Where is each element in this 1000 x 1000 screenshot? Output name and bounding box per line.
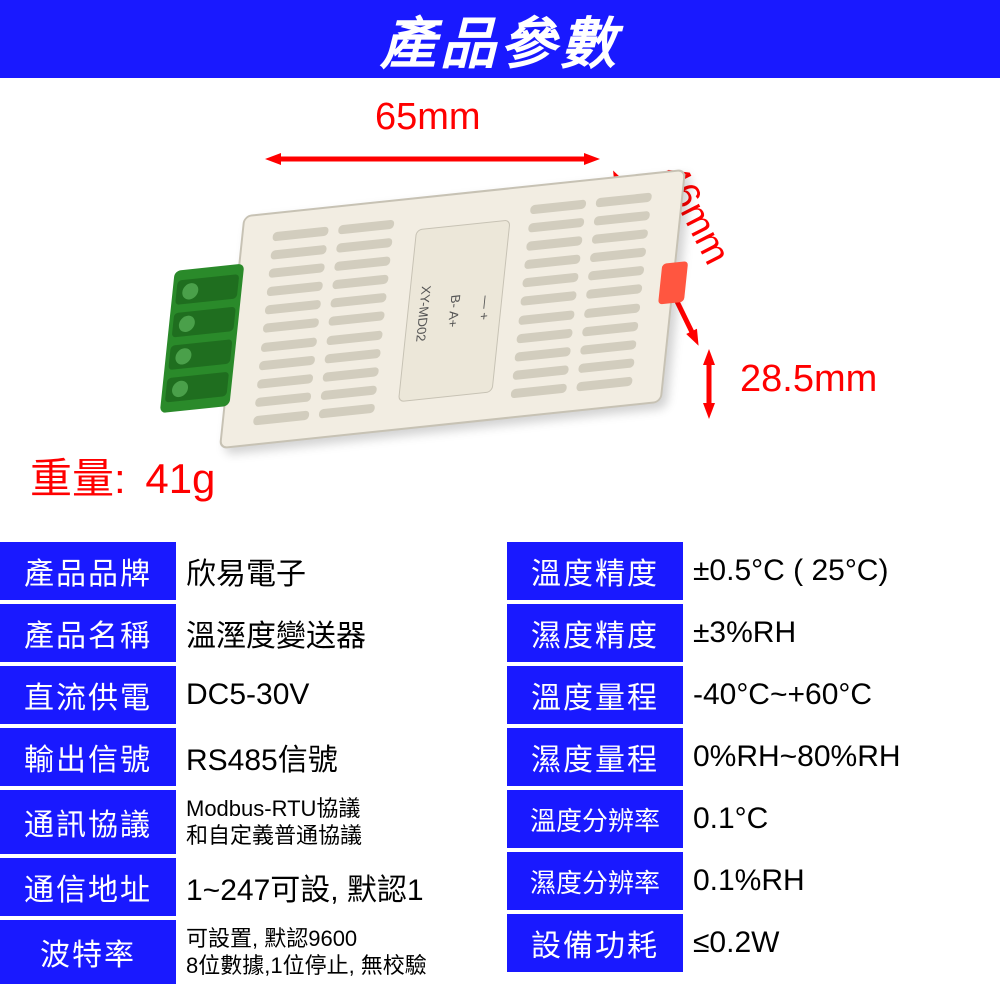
- weight-label: 重量:: [30, 455, 126, 502]
- spec-value: 0.1°C: [683, 790, 994, 848]
- spec-label: 通訊協議: [0, 790, 176, 854]
- spec-value: 可設置, 默認96008位數據,1位停止, 無校驗: [176, 920, 487, 984]
- spec-column-left: 產品品牌欣易電子產品名稱溫溼度變送器直流供電DC5-30V輸出信號RS485信號…: [0, 542, 487, 988]
- spec-value: RS485信號: [176, 728, 487, 786]
- title-bar: 產品參數: [0, 0, 1000, 78]
- spec-label: 通信地址: [0, 858, 176, 916]
- spec-row: 溫度分辨率0.1°C: [507, 790, 994, 848]
- spec-label: 濕度量程: [507, 728, 683, 786]
- spec-label: 溫度分辨率: [507, 790, 683, 848]
- spec-row: 通信地址1~247可設, 默認1: [0, 858, 487, 916]
- spec-row: 通訊協議Modbus-RTU協議和自定義普通協議: [0, 790, 487, 854]
- dimension-width: 65mm: [375, 96, 481, 139]
- spec-row: 設備功耗≤0.2W: [507, 914, 994, 972]
- spec-value: ±3%RH: [683, 604, 994, 662]
- diagram-area: 65mm 46mm 28.5mm XY-MD02 B- A+ — + 重量: 4…: [0, 78, 1000, 508]
- weight-info: 重量: 41g: [30, 445, 215, 506]
- product-model: XY-MD02: [413, 285, 434, 343]
- product-pins-pm: — +: [476, 294, 494, 320]
- product-pins-ab: B- A+: [445, 294, 463, 328]
- spec-value: DC5-30V: [176, 666, 487, 724]
- terminal-block: [160, 264, 245, 414]
- spec-value: ±0.5°C ( 25°C): [683, 542, 994, 600]
- spec-column-right: 溫度精度±0.5°C ( 25°C)濕度精度±3%RH溫度量程-40°C~+60…: [507, 542, 994, 988]
- spec-row: 濕度分辨率0.1%RH: [507, 852, 994, 910]
- weight-value: 41g: [145, 455, 215, 502]
- spec-row: 濕度量程0%RH~80%RH: [507, 728, 994, 786]
- arrow-height: [704, 349, 716, 419]
- spec-row: 直流供電DC5-30V: [0, 666, 487, 724]
- spec-value: ≤0.2W: [683, 914, 994, 972]
- spec-label: 直流供電: [0, 666, 176, 724]
- spec-label: 溫度精度: [507, 542, 683, 600]
- spec-row: 濕度精度±3%RH: [507, 604, 994, 662]
- page-title: 產品參數: [380, 0, 620, 80]
- spec-value: Modbus-RTU協議和自定義普通協議: [176, 790, 487, 854]
- spec-label: 濕度精度: [507, 604, 683, 662]
- spec-value: -40°C~+60°C: [683, 666, 994, 724]
- product-illustration: XY-MD02 B- A+ — +: [219, 169, 686, 449]
- spec-label: 濕度分辨率: [507, 852, 683, 910]
- spec-label: 設備功耗: [507, 914, 683, 972]
- spec-row: 輸出信號RS485信號: [0, 728, 487, 786]
- spec-tables: 產品品牌欣易電子產品名稱溫溼度變送器直流供電DC5-30V輸出信號RS485信號…: [0, 542, 1000, 988]
- spec-label: 產品品牌: [0, 542, 176, 600]
- spec-value: 1~247可設, 默認1: [176, 858, 487, 916]
- spec-label: 輸出信號: [0, 728, 176, 786]
- spec-value: 欣易電子: [176, 542, 487, 600]
- spec-row: 產品名稱溫溼度變送器: [0, 604, 487, 662]
- spec-label: 溫度量程: [507, 666, 683, 724]
- spec-value: 溫溼度變送器: [176, 604, 487, 662]
- product-center-label: XY-MD02 B- A+ — +: [398, 219, 511, 402]
- spec-value: 0%RH~80%RH: [683, 728, 994, 786]
- spec-row: 溫度精度±0.5°C ( 25°C): [507, 542, 994, 600]
- spec-label: 波特率: [0, 920, 176, 984]
- spec-row: 波特率可設置, 默認96008位數據,1位停止, 無校驗: [0, 920, 487, 984]
- spec-row: 溫度量程-40°C~+60°C: [507, 666, 994, 724]
- arrow-width: [265, 152, 600, 164]
- spec-row: 產品品牌欣易電子: [0, 542, 487, 600]
- dimension-height: 28.5mm: [740, 358, 877, 401]
- spec-label: 產品名稱: [0, 604, 176, 662]
- spec-value: 0.1%RH: [683, 852, 994, 910]
